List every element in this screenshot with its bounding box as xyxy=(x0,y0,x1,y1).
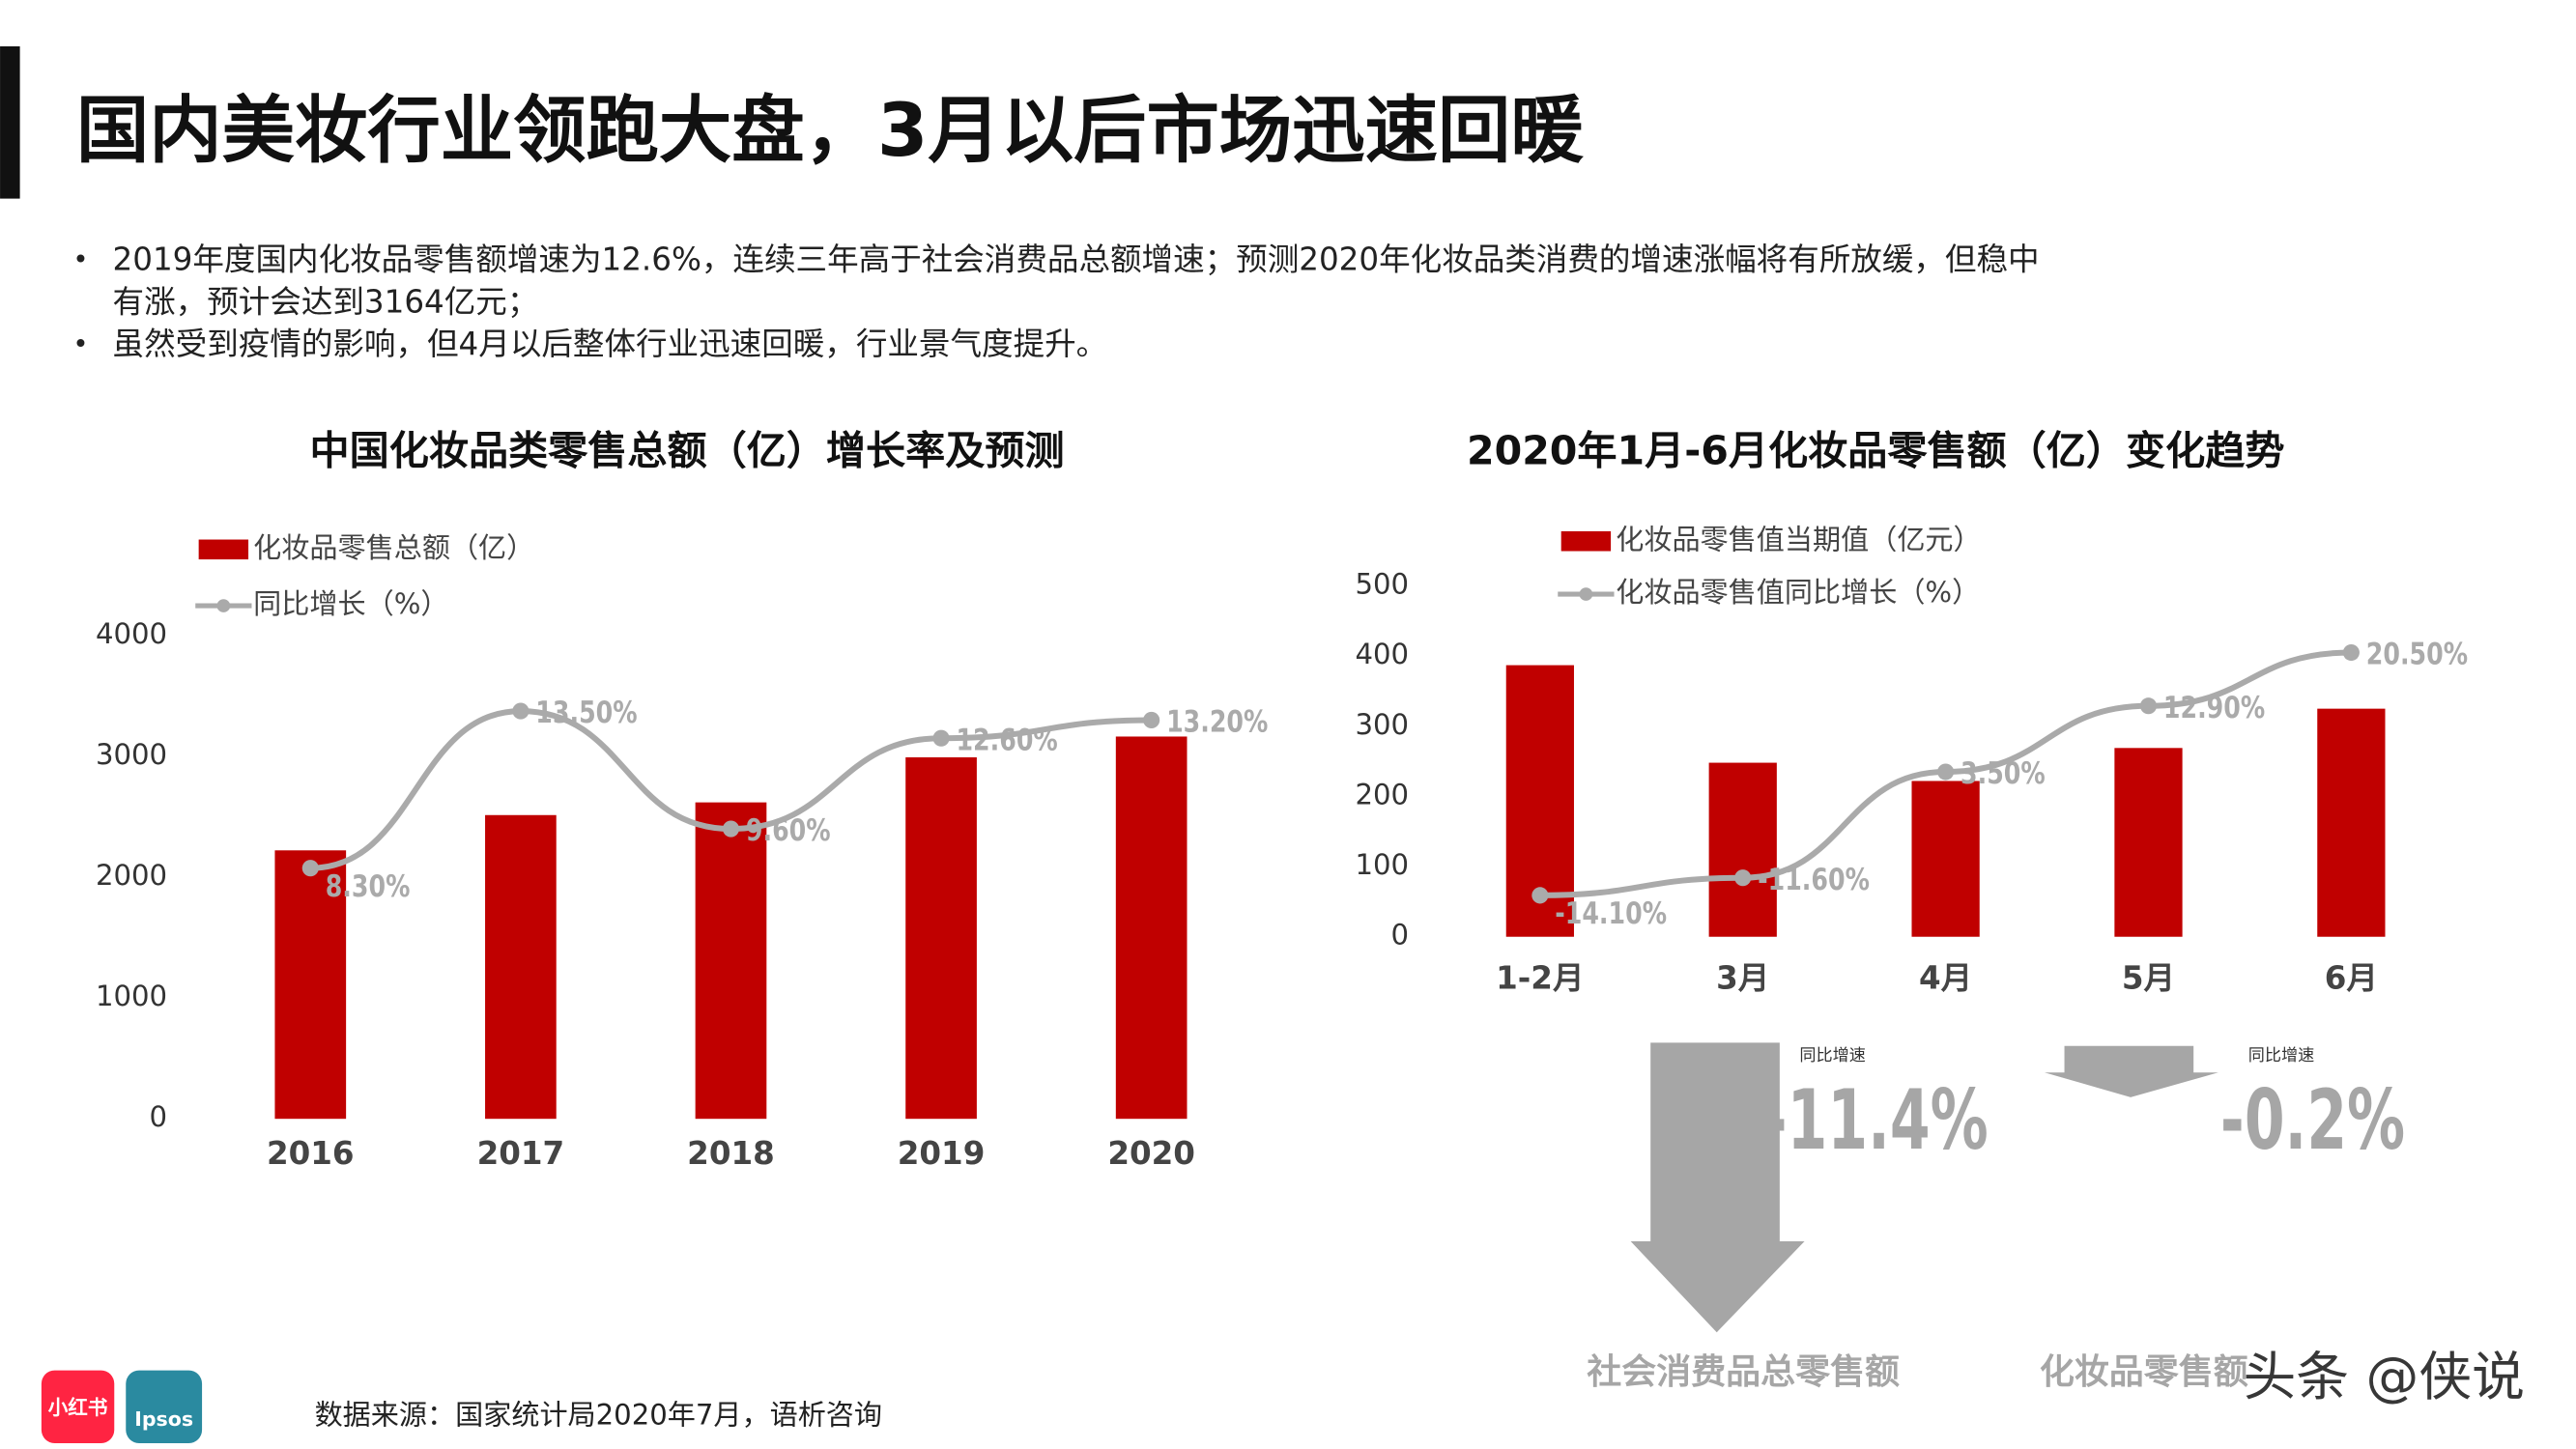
data-label: 12.90% xyxy=(2163,690,2265,724)
bullet-text: 有涨，预计会达到3164亿元； xyxy=(113,283,539,320)
y-tick-label: 300 xyxy=(1356,708,1410,741)
watermark: 头条 @侠说 xyxy=(2243,1346,2524,1407)
logo-text: Ipsos xyxy=(134,1407,193,1431)
legend-swatch xyxy=(198,539,249,560)
line-marker xyxy=(932,729,950,747)
legend-marker xyxy=(1579,587,1593,601)
y-tick-label: 400 xyxy=(1356,638,1410,670)
line-marker xyxy=(1531,887,1549,904)
x-tick-label: 2016 xyxy=(267,1135,355,1172)
x-tick-label: 2018 xyxy=(687,1135,775,1172)
bullets: • 2019年度国内化妆品零售额增速为12.6%，连续三年高于社会消费品总额增速；… xyxy=(72,242,2039,362)
bar xyxy=(905,756,977,1120)
slide-title: 国内美妆行业领跑大盘，3月以后市场迅速回暖 xyxy=(76,88,1585,173)
note-value: -0.2% xyxy=(2220,1072,2405,1169)
data-label: 8.30% xyxy=(326,869,411,904)
line-marker xyxy=(722,820,740,838)
x-tick-label: 1-2月 xyxy=(1496,959,1584,996)
x-tick-label: 2020 xyxy=(1107,1135,1195,1172)
note-caption: 同比增速 xyxy=(1799,1046,1866,1065)
logo-text: 小红书 xyxy=(48,1396,108,1419)
line-marker xyxy=(2342,643,2360,662)
chart-title: 中国化妆品类零售总额（亿）增长率及预测 xyxy=(310,427,1065,473)
chart: 中国化妆品类零售总额（亿）增长率及预测 0 1000 2000 3000 4000 2016… xyxy=(96,427,1268,1171)
legend-label: 化妆品零售值当期值（亿元） xyxy=(1616,523,1981,555)
data-label: 13.50% xyxy=(535,696,637,730)
note-label: 化妆品零售额 xyxy=(2040,1352,2248,1392)
bar xyxy=(2317,708,2386,937)
legend-label: 化妆品零售总额（亿） xyxy=(253,531,534,564)
x-tick-label: 5月 xyxy=(2122,959,2175,996)
data-label: 12.60% xyxy=(956,723,1057,757)
bar xyxy=(485,814,557,1120)
bar xyxy=(1115,736,1188,1120)
line-marker xyxy=(1143,711,1160,729)
legend-swatch xyxy=(1560,530,1612,552)
charts: 中国化妆品类零售总额（亿）增长率及预测010002000300040002016… xyxy=(96,427,2468,1171)
bar xyxy=(1708,762,1777,937)
y-tick-label: 4000 xyxy=(96,617,167,650)
bar xyxy=(1911,781,1980,937)
down-arrow xyxy=(2044,1045,2218,1097)
bullet-dot: • xyxy=(72,245,88,275)
bar xyxy=(274,850,347,1120)
data-label: 20.50% xyxy=(2366,637,2468,671)
y-tick-label: 2000 xyxy=(96,859,167,892)
x-tick-label: 2019 xyxy=(898,1135,986,1172)
x-tick-label: 2017 xyxy=(477,1135,565,1172)
data-label: 9.60% xyxy=(746,813,831,848)
logo-badge xyxy=(126,1370,203,1444)
logo-badge xyxy=(41,1370,115,1444)
y-tick-label: 200 xyxy=(1356,778,1410,810)
x-tick-label: 3月 xyxy=(1716,959,1769,996)
chart-title: 2020年1月-6月化妆品零售额（亿）变化趋势 xyxy=(1467,427,2284,473)
data-label: 3.50% xyxy=(1961,756,2046,791)
x-tick-label: 4月 xyxy=(1919,959,1972,996)
note-label: 社会消费品总零售额 xyxy=(1587,1352,1900,1392)
y-tick-label: 100 xyxy=(1356,848,1410,881)
x-tick-label: 6月 xyxy=(2325,959,2378,996)
line-series xyxy=(310,708,1152,871)
y-tick-label: 0 xyxy=(1391,919,1410,952)
note-caption: 同比增速 xyxy=(2248,1046,2315,1065)
data-label: -11.60% xyxy=(1758,862,1870,896)
bullet-text: 2019年度国内化妆品零售额增速为12.6%，连续三年高于社会消费品总额增速；预… xyxy=(113,242,2040,278)
bullet-dot: • xyxy=(72,330,88,360)
line-marker xyxy=(1937,763,1955,781)
note-value: -11.4% xyxy=(1763,1072,1989,1169)
line-marker xyxy=(512,702,530,720)
data-label: 13.20% xyxy=(1166,704,1268,739)
legend-marker xyxy=(216,599,231,612)
down-arrow xyxy=(1630,1042,1805,1333)
legend-label: 化妆品零售值同比增长（%） xyxy=(1616,576,1980,609)
bullet-text: 虽然受到疫情的影响，但4月以后整体行业迅速回暖，行业景气度提升。 xyxy=(113,326,1108,362)
bar xyxy=(2114,748,2183,937)
legend-label: 同比增长（%） xyxy=(253,587,448,620)
line-marker xyxy=(301,860,319,877)
source-note: 数据来源：国家统计局2020年7月，语析咨询 xyxy=(315,1399,882,1432)
line-marker xyxy=(2139,697,2158,715)
chart: 2020年1月-6月化妆品零售额（亿）变化趋势 0 100 200 300 400 500 1… xyxy=(1356,427,2469,996)
y-tick-label: 500 xyxy=(1356,568,1410,601)
y-tick-label: 3000 xyxy=(96,738,167,771)
y-tick-label: 1000 xyxy=(96,980,167,1012)
data-label: -14.10% xyxy=(1555,896,1667,931)
line-marker xyxy=(1734,869,1752,887)
title-bar xyxy=(0,45,20,199)
bar xyxy=(695,802,767,1120)
y-tick-label: 0 xyxy=(150,1100,168,1133)
